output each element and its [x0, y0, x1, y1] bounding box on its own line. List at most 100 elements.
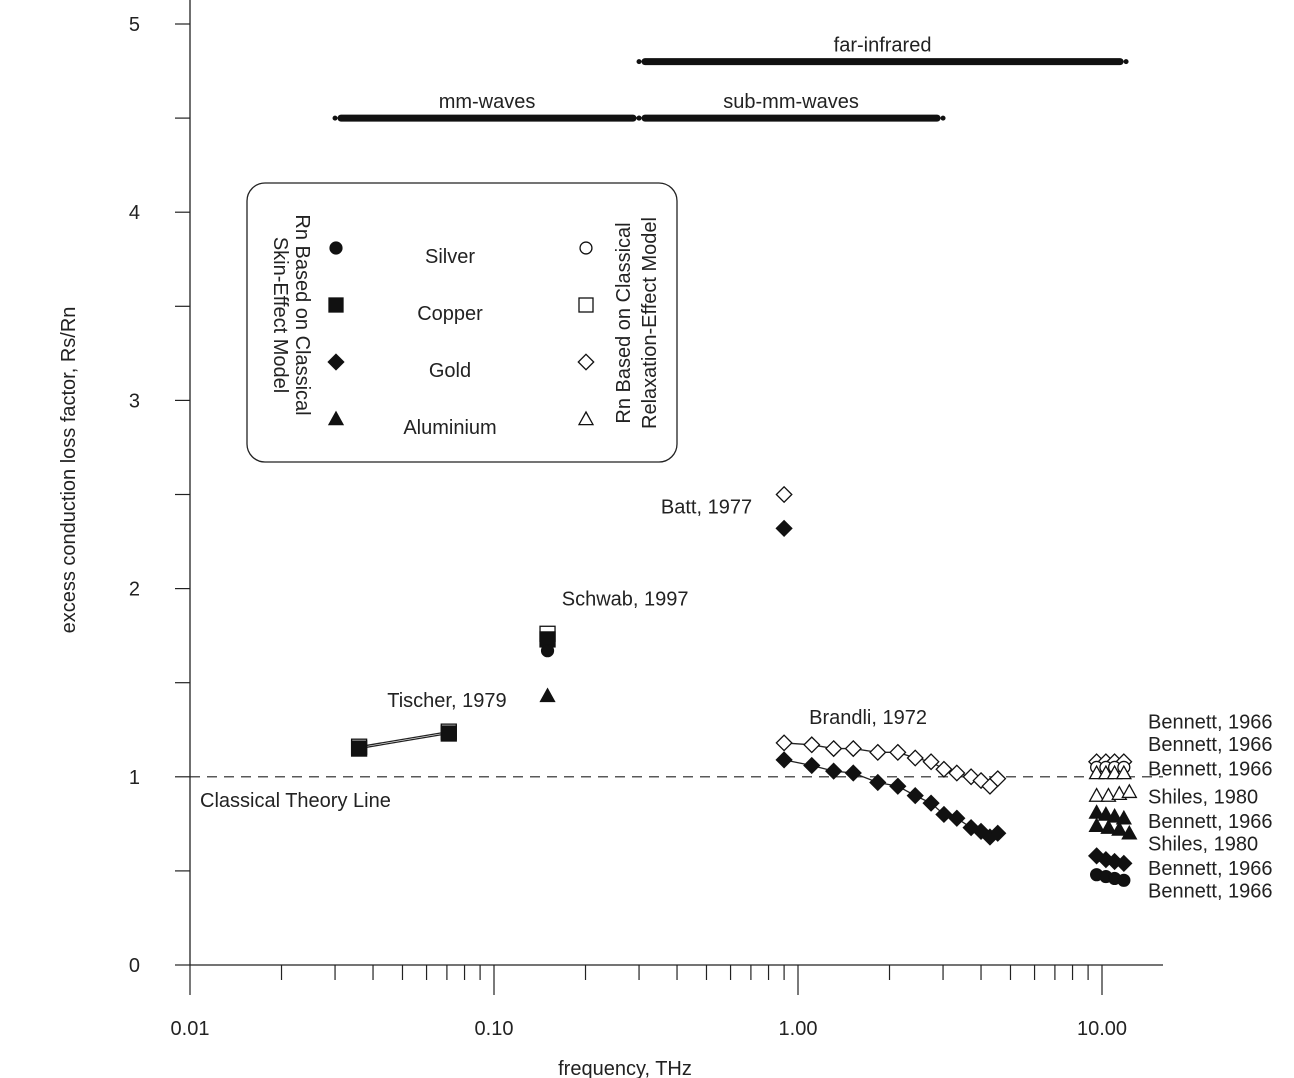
data-point	[1106, 807, 1123, 823]
series-6	[775, 485, 793, 504]
data-point	[948, 809, 966, 827]
legend-marker-open-triangle	[577, 410, 595, 426]
legend-box	[246, 182, 678, 463]
data-point	[775, 751, 793, 769]
series-16	[1087, 847, 1133, 872]
legend-right-title: Relaxation-Effect Model	[639, 217, 661, 429]
x-tick-label: 0.01	[171, 1018, 210, 1040]
annotation: Shiles, 1980	[1148, 834, 1258, 856]
series-9	[775, 751, 1007, 846]
annotation: Bennett, 1966	[1148, 858, 1273, 880]
legend-right-title: Rn Based on Classical	[613, 222, 635, 423]
series-1	[350, 725, 457, 757]
x-axis-label: frequency, THz	[558, 1058, 692, 1078]
data-point	[1100, 787, 1117, 802]
series-0	[350, 723, 457, 755]
annotation: Bennett, 1966	[1148, 811, 1273, 833]
annotation: Bennett, 1966	[1148, 758, 1273, 780]
y-tick-label: 0	[129, 955, 140, 977]
legend-marker-filled-triangle	[327, 410, 345, 426]
data-point	[889, 777, 907, 795]
band-label: sub-mm-waves	[723, 91, 859, 113]
data-point	[906, 749, 924, 767]
data-point	[889, 743, 907, 761]
data-point	[1115, 854, 1133, 872]
series-17	[1090, 868, 1131, 887]
data-point	[825, 762, 843, 780]
annotation: Bennett, 1966	[1148, 734, 1273, 756]
classical-theory-label: Classical Theory Line	[200, 790, 391, 812]
data-point	[775, 519, 793, 537]
data-point	[1097, 806, 1115, 821]
data-point	[1117, 873, 1131, 887]
data-point	[935, 805, 953, 824]
legend-label: Copper	[417, 303, 483, 325]
data-point	[869, 743, 887, 761]
data-point	[1088, 817, 1105, 832]
annotation: Tischer, 1979	[387, 690, 506, 712]
data-point	[989, 770, 1007, 788]
y-tick-label: 3	[129, 390, 140, 412]
data-point	[962, 768, 980, 786]
data-point	[935, 760, 953, 778]
data-point	[803, 756, 821, 775]
data-point	[803, 736, 821, 754]
series-line	[359, 732, 449, 750]
data-point	[1115, 764, 1132, 780]
data-point	[540, 644, 555, 658]
data-point	[922, 794, 940, 812]
band-end	[636, 59, 642, 65]
legend-label: Silver	[425, 246, 475, 268]
data-point	[775, 485, 793, 504]
legend-marker-open-square	[578, 297, 594, 313]
data-point	[825, 739, 843, 758]
y-axis-label: excess conduction loss factor, Rs/Rn	[58, 307, 80, 634]
band-label: mm-waves	[439, 91, 536, 113]
data-point	[1088, 787, 1105, 802]
band-end	[940, 115, 946, 121]
band-end	[636, 115, 642, 121]
annotation: Shiles, 1980	[1148, 787, 1258, 809]
legend-left-title: Rn Based on Classical	[291, 214, 313, 415]
series-5	[539, 687, 556, 703]
data-series	[350, 485, 1138, 887]
data-point	[906, 787, 924, 805]
data-point	[775, 734, 793, 752]
data-point	[440, 725, 457, 742]
data-point	[989, 824, 1007, 842]
data-point	[1121, 824, 1138, 840]
axes: 0 1 2 3 4 5 0.01 0.10 1.00 10.00 Classical Theory …	[129, 0, 1163, 1040]
x-tick-label: 1.00	[779, 1018, 818, 1040]
x-tick-label: 10.00	[1077, 1018, 1127, 1040]
data-point	[844, 739, 862, 758]
data-point	[539, 687, 556, 703]
band-end	[1123, 59, 1129, 65]
series-12	[1088, 764, 1132, 780]
data-point	[844, 764, 862, 782]
annotation: Bennett, 1966	[1148, 881, 1273, 903]
data-point	[1115, 809, 1132, 825]
series-13	[1088, 783, 1138, 802]
annotation: Brandli, 1972	[809, 707, 927, 729]
legend-marker-open-circle	[579, 241, 593, 255]
data-point	[1121, 783, 1138, 799]
series-7	[775, 519, 793, 537]
legend-left-title: Skin-Effect Model	[269, 237, 291, 393]
annotation: Bennett, 1966	[1148, 711, 1273, 733]
y-tick-label: 5	[129, 14, 140, 36]
y-tick-label: 2	[129, 579, 140, 601]
series-line	[359, 730, 449, 748]
series-15	[1088, 817, 1138, 840]
legend-marker-filled-square	[328, 297, 344, 313]
data-point	[350, 740, 368, 757]
series-14	[1088, 804, 1132, 825]
legend-label: Gold	[429, 360, 471, 382]
x-tick-label: 0.10	[475, 1018, 514, 1040]
y-tick-label: 4	[129, 202, 140, 224]
series-4	[540, 644, 555, 658]
data-point	[1100, 819, 1117, 834]
series-8	[775, 734, 1007, 795]
data-point	[1111, 821, 1128, 836]
